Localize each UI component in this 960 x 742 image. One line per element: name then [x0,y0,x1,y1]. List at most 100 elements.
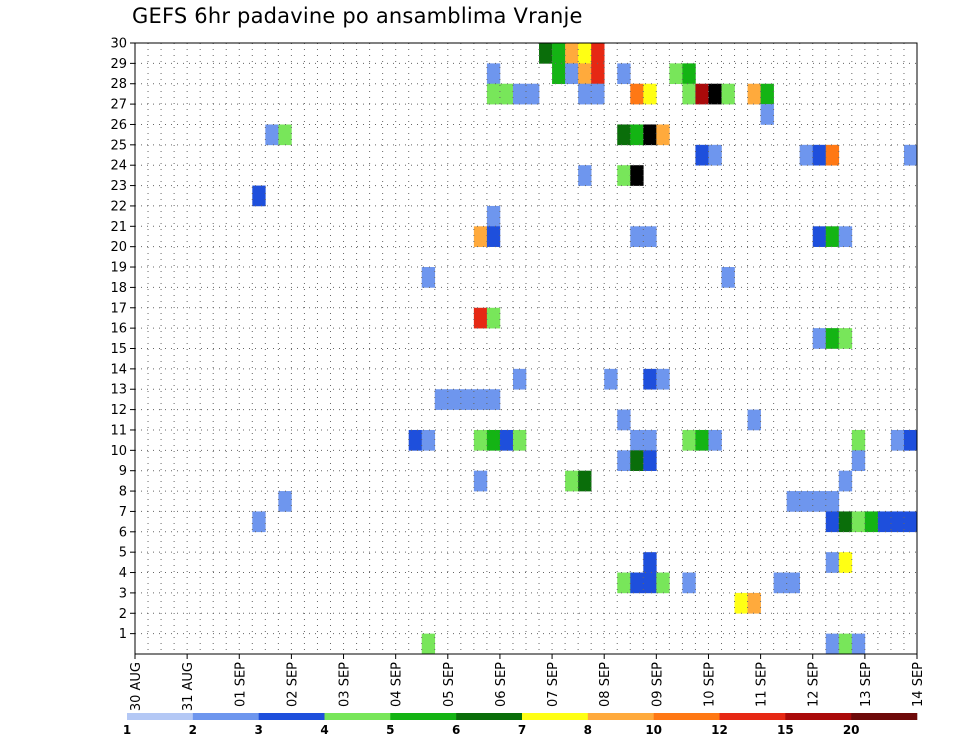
precip-cell [721,267,735,288]
precip-cell [864,511,879,533]
precip-cell [760,83,774,105]
x-tick-label: 08 SEP [598,662,613,707]
precip-cell [643,572,657,594]
colorbar-swatch [719,713,786,720]
precip-cell [578,83,592,105]
colorbar-label: 4 [320,723,328,737]
x-tick-label: 31 AUG [181,662,196,711]
y-tick-label: 2 [119,607,127,622]
precip-cell [734,592,748,614]
precip-cell [512,83,527,105]
colorbar-label: 20 [843,723,860,737]
precip-cell [838,470,853,492]
y-tick-label: 18 [110,281,127,296]
precip-cell [460,389,475,410]
y-tick-label: 21 [110,220,127,235]
x-tick-label: 06 SEP [494,662,509,707]
precip-cell [786,572,800,594]
precip-cell [617,165,631,186]
precip-cell [643,552,657,573]
x-tick-label: 12 SEP [807,662,822,707]
colorbar-swatch [324,713,391,720]
y-tick-label: 7 [119,505,127,520]
precip-cell [565,470,579,492]
x-tick-label: 01 SEP [233,662,248,707]
x-tick-label: 07 SEP [546,662,561,707]
y-tick-label: 19 [110,261,127,276]
precip-cell [578,63,592,85]
precip-cell [812,328,827,349]
precip-cell [825,144,840,166]
precip-cell [252,185,266,207]
grid-layer [135,43,917,654]
y-tick-label: 16 [110,322,127,337]
precip-cell [486,389,501,410]
precip-cell [265,124,279,146]
precip-cell [630,83,644,105]
precip-cell [799,144,814,166]
precip-cell [747,592,761,614]
colorbar-swatch [258,713,325,720]
precip-cell [252,511,266,533]
precip-cell [643,429,657,451]
precip-cell [591,83,605,105]
y-tick-label: 1 [119,627,127,642]
y-tick-label: 26 [110,118,127,133]
precip-cell [851,511,866,533]
y-tick-label: 14 [110,362,127,377]
precip-cell [434,389,449,410]
precip-cell [565,43,579,64]
colorbar-label: 6 [452,723,460,737]
precip-cell [812,144,827,166]
precip-cell [838,226,853,247]
x-tick-label: 02 SEP [285,662,300,707]
precip-cell [812,491,827,512]
cells-layer [252,43,918,655]
colorbar-swatch [522,713,589,720]
precip-cell [903,429,918,451]
precip-cell [421,267,436,288]
precip-cell [890,429,905,451]
y-tick-label: 22 [110,199,127,214]
precip-cell [656,124,670,146]
colorbar-label: 3 [254,723,262,737]
precip-cell [447,389,462,410]
y-tick-label: 11 [110,423,127,438]
precip-cell [643,124,657,146]
precip-cell [851,633,866,655]
precip-cell [473,226,488,247]
precip-cell [825,552,840,573]
colorbar-label: 12 [711,723,728,737]
precip-cell [708,83,722,105]
colorbar-swatch [785,713,852,720]
x-tick-label: 03 SEP [338,662,353,707]
precip-cell [838,328,853,349]
precip-cell [799,491,814,512]
y-tick-label: 3 [119,586,127,601]
y-tick-label: 25 [110,138,127,153]
precip-cell [604,368,618,390]
precip-cell [773,572,787,594]
precip-cell [695,144,709,166]
precip-cell [578,470,592,492]
precip-cell [473,307,488,329]
x-tick-label: 04 SEP [390,662,405,707]
precip-cell [643,368,657,390]
colorbar-label: 7 [518,723,526,737]
colorbar-label: 8 [584,723,592,737]
colorbar-swatch [192,713,259,720]
colorbar: 1 2 3 4 5 6 7 8 10 12 15 20 [123,713,918,737]
precip-cell [851,450,866,471]
precip-cell [617,409,631,431]
precip-cell [760,104,774,125]
colorbar-swatch [390,713,457,720]
precip-cell [278,491,292,512]
precip-cell [682,429,696,451]
colorbar-swatch [127,713,194,720]
precip-cell [825,633,840,655]
precip-cell [786,491,800,512]
y-tick-label: 6 [119,525,127,540]
precip-cell [708,429,722,451]
precip-cell [591,43,605,64]
precip-cell [539,43,553,64]
